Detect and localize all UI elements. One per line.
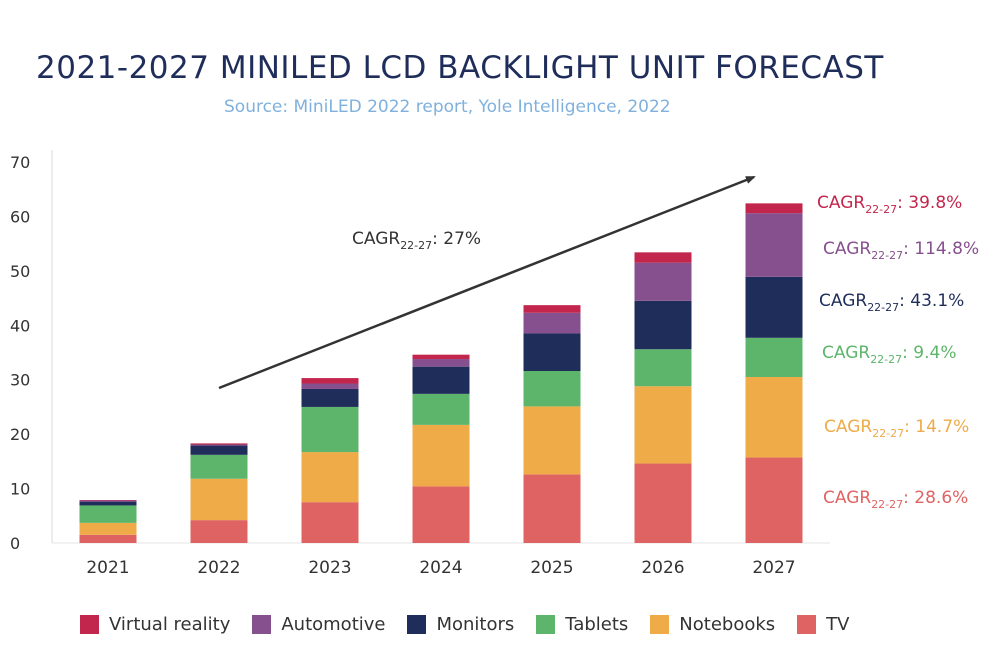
x-tick-label: 2023 <box>308 558 351 578</box>
cagr-label-virtual-reality: CAGR22-27: 39.8% <box>817 193 962 216</box>
legend-swatch <box>80 615 99 634</box>
cagr-label-tablets: CAGR22-27: 9.4% <box>822 343 956 366</box>
bar-segment-virtual-reality <box>79 500 137 501</box>
bar-segment-automotive <box>745 213 803 277</box>
cagr-label-automotive: CAGR22-27: 114.8% <box>823 239 979 262</box>
legend-item-automotive: Automotive <box>252 614 385 635</box>
bar-segment-tablets <box>301 406 359 453</box>
y-tick-label: 10 <box>10 480 30 499</box>
bar-segment-tablets <box>190 454 248 479</box>
legend-swatch <box>650 615 670 634</box>
cagr-label-monitors: CAGR22-27: 43.1% <box>819 291 964 314</box>
bar-segment-tablets <box>634 349 692 387</box>
bar-segment-virtual-reality <box>523 305 581 313</box>
legend-label: Monitors <box>436 614 515 635</box>
bar-segment-automotive <box>79 500 137 502</box>
y-tick-label: 50 <box>10 262 30 281</box>
bar-segment-monitors <box>79 501 137 506</box>
x-tick-label: 2027 <box>752 558 795 578</box>
y-tick-label: 60 <box>10 207 30 226</box>
y-tick-label: 0 <box>10 534 20 553</box>
y-tick-label: 70 <box>10 153 30 172</box>
cagr-label-tv: CAGR22-27: 28.6% <box>823 488 968 511</box>
legend-item-notebooks: Notebooks <box>650 614 775 635</box>
x-tick-label: 2026 <box>641 558 684 578</box>
bar-segment-tv <box>634 463 692 543</box>
bar-segment-monitors <box>412 366 470 394</box>
bar-segment-monitors <box>301 388 359 407</box>
overall-cagr-label: CAGR22-27: 27% <box>352 229 481 252</box>
bar-segment-tv <box>301 502 359 543</box>
cagr-label-notebooks: CAGR22-27: 14.7% <box>824 417 969 440</box>
y-tick-label: 20 <box>10 425 30 444</box>
legend-swatch <box>252 615 272 634</box>
legend-label: TV <box>826 614 850 635</box>
bar-segment-tablets <box>745 337 803 377</box>
bar-segment-notebooks <box>412 424 470 487</box>
legend-item-tv: TV <box>797 614 849 635</box>
bar-segment-tablets <box>523 371 581 407</box>
bar-segment-notebooks <box>523 406 581 475</box>
bar-segment-notebooks <box>634 386 692 464</box>
x-tick-label: 2024 <box>419 558 462 578</box>
bar-segment-notebooks <box>301 452 359 503</box>
bar-segment-notebooks <box>79 522 137 535</box>
bar-segment-virtual-reality <box>301 378 359 384</box>
bar-segment-monitors <box>634 300 692 350</box>
legend-label: Notebooks <box>679 614 776 635</box>
legend-item-monitors: Monitors <box>407 614 514 635</box>
chart-subtitle: Source: MiniLED 2022 report, Yole Intell… <box>224 97 671 117</box>
legend-label: Tablets <box>565 614 629 635</box>
trend-arrow <box>218 175 756 390</box>
legend-label: Virtual reality <box>109 614 231 635</box>
chart-legend: Virtual reality Automotive Monitors Tablets… <box>80 614 871 635</box>
chart-title: 2021-2027 MINILED LCD BACKLIGHT UNIT FOR… <box>36 50 884 86</box>
bar-segment-tv <box>745 457 803 543</box>
legend-swatch <box>536 615 556 634</box>
bar-segment-automotive <box>301 383 359 389</box>
bar-segment-automotive <box>523 312 581 334</box>
bar-segment-virtual-reality <box>745 203 803 214</box>
legend-item-virtual-reality: Virtual reality <box>80 614 230 635</box>
legend-item-tablets: Tablets <box>536 614 628 635</box>
bar-segment-virtual-reality <box>634 252 692 263</box>
bar-segment-tv <box>523 474 581 543</box>
bar-segment-monitors <box>745 276 803 338</box>
bar-segment-monitors <box>190 445 248 455</box>
bar-segment-notebooks <box>745 376 803 458</box>
bar-segment-tv <box>412 486 470 543</box>
bar-segment-notebooks <box>190 478 248 521</box>
legend-swatch <box>407 615 427 634</box>
bar-segment-virtual-reality <box>190 443 248 445</box>
bar-segment-tablets <box>412 393 470 425</box>
bar-segment-automotive <box>412 359 470 367</box>
x-tick-label: 2021 <box>86 558 129 578</box>
bar-segment-tablets <box>79 505 137 523</box>
bar-segment-tv <box>79 534 137 543</box>
x-tick-label: 2025 <box>530 558 573 578</box>
bar-segment-monitors <box>523 333 581 372</box>
y-tick-label: 40 <box>10 316 30 335</box>
bar-segment-virtual-reality <box>412 354 470 360</box>
bar-segment-tv <box>190 520 248 543</box>
x-tick-label: 2022 <box>197 558 240 578</box>
legend-swatch <box>797 615 817 634</box>
y-tick-label: 30 <box>10 371 30 390</box>
bar-segment-automotive <box>190 444 248 446</box>
legend-label: Automotive <box>281 614 386 635</box>
bar-segment-automotive <box>634 262 692 301</box>
